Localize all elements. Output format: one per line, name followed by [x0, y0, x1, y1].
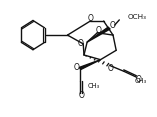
Text: O: O [108, 64, 114, 73]
Text: CH₃: CH₃ [134, 78, 146, 84]
Text: O: O [95, 26, 101, 35]
Text: OCH₃: OCH₃ [128, 14, 147, 20]
Text: CH₃: CH₃ [88, 83, 100, 89]
Text: O: O [88, 15, 94, 23]
Text: O: O [78, 91, 84, 100]
Polygon shape [87, 27, 110, 42]
Text: O: O [135, 75, 141, 84]
Text: O: O [77, 39, 83, 48]
Polygon shape [79, 60, 100, 69]
Text: O: O [110, 22, 116, 30]
Text: O: O [74, 63, 80, 72]
